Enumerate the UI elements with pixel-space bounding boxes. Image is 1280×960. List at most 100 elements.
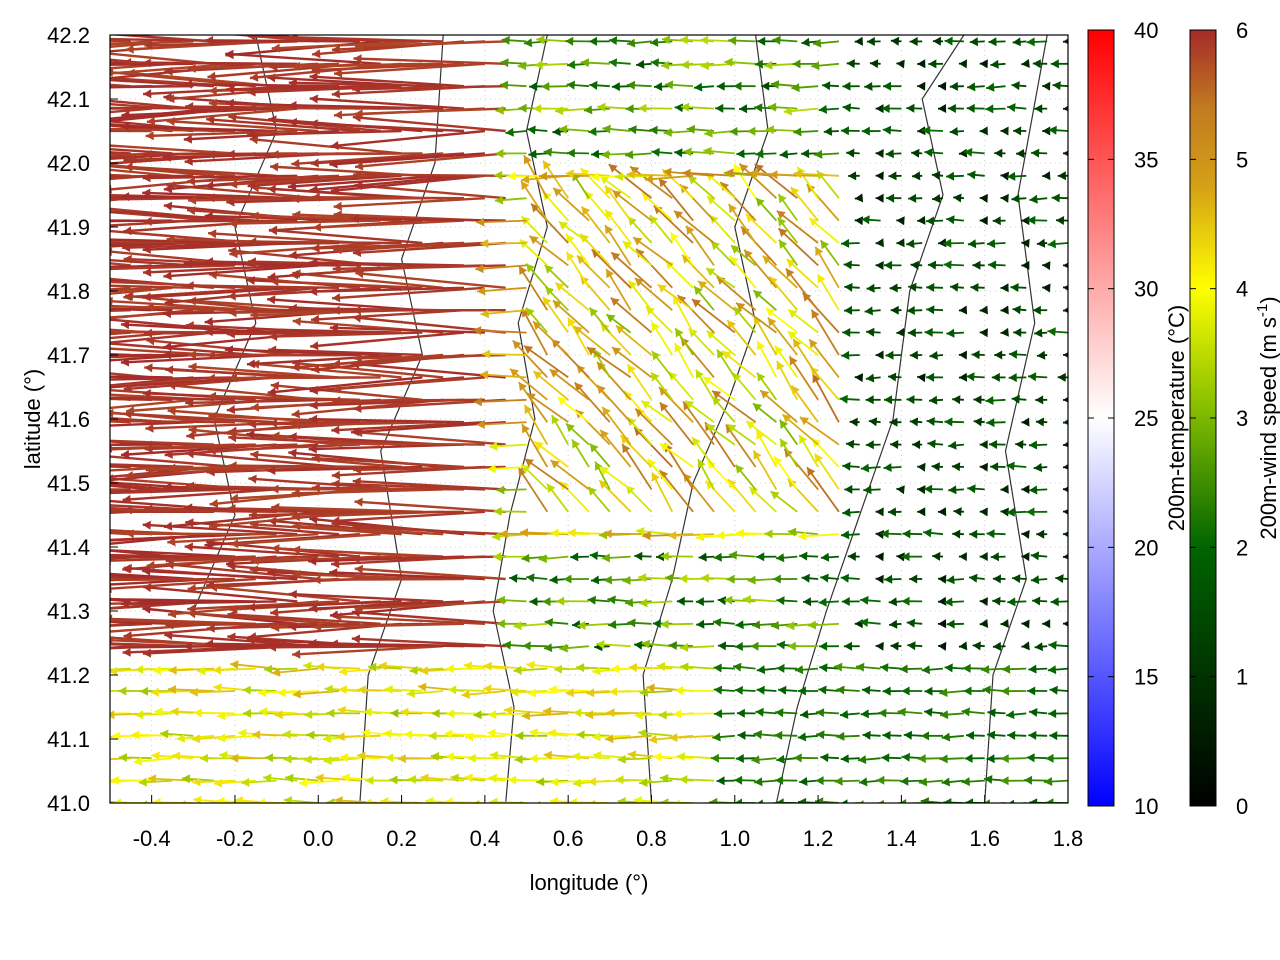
wind-vector (866, 283, 881, 293)
wind-vector (757, 36, 777, 46)
wind-vector (638, 103, 673, 113)
wind-vector (875, 552, 884, 562)
wind-vector (834, 776, 860, 786)
wind-vector (589, 80, 610, 90)
wind-vector (961, 777, 985, 787)
wind-vector (967, 170, 985, 180)
wind-vector (309, 258, 465, 268)
wind-vector (316, 662, 360, 672)
wind-vector (684, 399, 715, 423)
wind-vector (787, 308, 819, 334)
wind-vector (814, 149, 839, 159)
wind-vector (1050, 59, 1068, 69)
wind-vector (733, 163, 757, 199)
wind-vector (907, 641, 923, 651)
wind-vector (1048, 640, 1068, 650)
wind-vector (534, 440, 569, 468)
wind-vector (1062, 553, 1068, 560)
wind-vector (658, 177, 694, 222)
wind-vector (224, 345, 381, 357)
wind-vector (685, 225, 715, 266)
wind-vector (217, 733, 256, 743)
temperature-colorbar-tick-label: 35 (1134, 147, 1158, 172)
wind-vector (969, 529, 985, 539)
wind-vector (354, 600, 506, 613)
wind-vector (247, 174, 402, 190)
wind-vector (1029, 708, 1048, 717)
wind-vector (110, 284, 194, 289)
wind-vector (747, 575, 777, 585)
wind-vector (464, 773, 506, 783)
wind-vector (142, 566, 298, 581)
wind-vector (113, 798, 152, 803)
wind-vector (291, 545, 444, 558)
wind-vector (748, 486, 778, 513)
wind-vector (926, 417, 944, 426)
wind-vector (1035, 417, 1048, 427)
wind-vector (881, 753, 902, 763)
wind-vector (911, 148, 923, 158)
wind-vector (310, 309, 465, 324)
wind-vector (843, 641, 860, 651)
wind-vector (971, 350, 985, 360)
wind_speed-colorbar-tick-label: 5 (1236, 147, 1248, 172)
wind-vector (1042, 261, 1051, 271)
wind-vector (952, 395, 964, 405)
wind-vector (476, 420, 527, 429)
wind-vector (958, 148, 968, 158)
wind-vector (1062, 105, 1068, 112)
wind-vector (330, 129, 486, 150)
wind-vector (565, 422, 590, 446)
wind-vector (1027, 372, 1048, 382)
wind-vector (901, 752, 923, 762)
wind-vector (639, 598, 673, 608)
wind-vector (883, 463, 902, 472)
wind-vector (142, 286, 298, 302)
wind-vector (204, 211, 360, 222)
wind-vector (906, 395, 923, 405)
wind-vector (669, 231, 694, 266)
wind-vector (651, 472, 674, 513)
wind-vector (818, 685, 839, 695)
wind-vector (580, 58, 610, 68)
wind-vector (309, 600, 465, 613)
wind-vector (513, 621, 548, 631)
wind-vector (937, 81, 947, 91)
wind-vector (866, 37, 881, 46)
wind-vector (110, 40, 194, 46)
wind-vector (725, 168, 777, 178)
wind-vector (611, 346, 653, 379)
wind-vector (602, 124, 631, 134)
wind-vector (948, 440, 964, 450)
wind-vector (288, 589, 444, 603)
wind-vector (1042, 81, 1051, 91)
wind-vector (208, 411, 360, 424)
wind-vector (857, 755, 881, 764)
wind-vector (751, 755, 777, 765)
wind-vector (901, 552, 923, 562)
wind-vector (986, 418, 1006, 428)
wind-vector (973, 395, 985, 405)
wind-vector (917, 373, 926, 383)
wind-vector (353, 54, 506, 65)
wind-vector (967, 82, 985, 92)
wind-vector (110, 331, 215, 344)
wind-vector (783, 106, 819, 116)
wind-vector (333, 438, 485, 448)
wind-vector (885, 350, 902, 360)
wind-vector (650, 371, 674, 401)
wind-vector (187, 62, 340, 73)
wind-vector (727, 478, 757, 513)
wind-vector (844, 282, 860, 292)
wind-vector (584, 190, 611, 222)
wind-vector (986, 529, 1006, 539)
wind-vector (1021, 619, 1030, 629)
wind-vector (352, 523, 506, 536)
wind-vector (920, 797, 944, 803)
wind-vector (1023, 775, 1048, 785)
wind-vector (193, 708, 236, 718)
wind-vector (696, 619, 715, 629)
wind-vector (736, 149, 756, 159)
wind-vector (737, 730, 756, 740)
